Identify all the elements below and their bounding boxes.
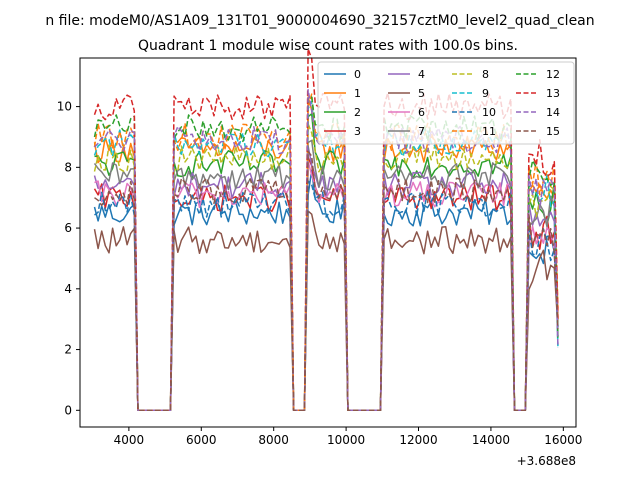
legend-label: 5: [418, 87, 425, 100]
legend-label: 15: [546, 125, 560, 138]
series-line-6: [94, 160, 559, 412]
y-tick-label: 6: [64, 221, 72, 235]
series-line-0: [93, 169, 559, 412]
figure-suptitle: n file: modeM0/AS1A09_131T01_9000004690_…: [45, 13, 594, 29]
legend-label: 11: [482, 125, 496, 138]
series-line-7: [93, 139, 559, 412]
series-line-10: [94, 180, 559, 412]
legend-label: 0: [354, 68, 361, 81]
x-tick-label: 8000: [258, 433, 289, 447]
legend-label: 10: [482, 106, 496, 119]
legend-label: 8: [482, 68, 489, 81]
legend-label: 12: [546, 68, 560, 81]
x-tick-label: 10000: [327, 433, 365, 447]
x-tick-label: 12000: [399, 433, 437, 447]
x-axis: 4000 6000 8000 10000 12000 14000 16000: [114, 427, 582, 447]
legend-frame: [317, 61, 575, 145]
y-tick-label: 2: [64, 343, 72, 357]
series-line-15: [94, 150, 559, 412]
x-tick-label: 4000: [114, 433, 145, 447]
series-line-5: [93, 210, 559, 412]
x-tick-label: 14000: [472, 433, 510, 447]
x-axis-offset-label: +3.688e8: [517, 454, 576, 468]
legend-label: 2: [354, 106, 361, 119]
legend-label: 13: [546, 87, 560, 100]
legend-label: 1: [354, 87, 361, 100]
y-axis: 0 2 4 6 8 10: [57, 100, 80, 417]
series-line-2: [94, 113, 559, 412]
y-tick-label: 0: [64, 403, 72, 417]
x-tick-label: 16000: [544, 433, 582, 447]
plot-frame: [79, 57, 577, 428]
legend-label: 4: [418, 68, 425, 81]
chart-title: Quadrant 1 module wise count rates with …: [138, 38, 518, 54]
legend-label: 7: [418, 125, 425, 138]
x-tick-label: 6000: [186, 433, 217, 447]
y-tick-label: 10: [57, 100, 72, 114]
legend-label: 14: [546, 106, 560, 119]
legend-label: 9: [482, 87, 489, 100]
legend-label: 3: [354, 125, 361, 138]
y-tick-label: 4: [64, 282, 72, 296]
legend-label: 6: [418, 106, 425, 119]
series-line-8: [93, 123, 559, 412]
y-tick-label: 8: [64, 160, 72, 174]
